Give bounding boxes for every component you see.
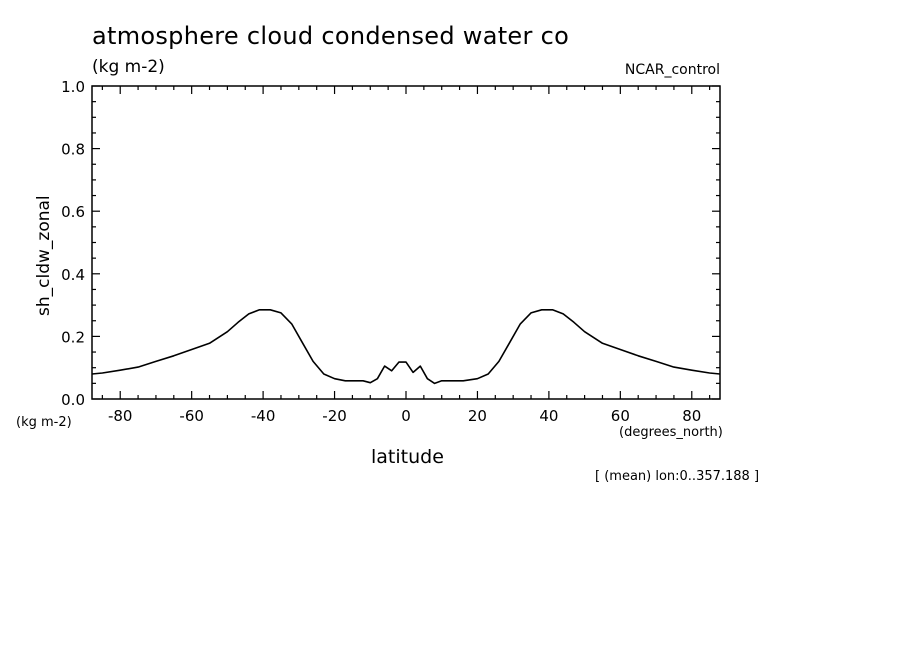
x-tick-label: 80	[682, 407, 701, 425]
x-tick-label: 60	[611, 407, 630, 425]
y-tick-label: 0.2	[61, 328, 85, 346]
x-axis-ticks: -80 -60 -40 -20 0 20 40 60 80	[101, 86, 711, 425]
y-tick-label: 0.4	[61, 266, 85, 284]
y-tick-label: 0.6	[61, 203, 85, 221]
x-tick-label: -40	[251, 407, 276, 425]
x-tick-label: -60	[179, 407, 204, 425]
y-tick-label: 1.0	[61, 78, 85, 96]
dataset-label: NCAR_control	[624, 62, 720, 78]
x-tick-label: -80	[108, 407, 133, 425]
y-axis-ticks: 0.0 0.2 0.4 0.6 0.8 1.0	[61, 78, 720, 409]
y-axis-units: (kg m-2)	[16, 415, 72, 430]
x-tick-label: 40	[539, 407, 558, 425]
x-axis-units: (degrees_north)	[619, 425, 723, 440]
x-tick-label: 20	[468, 407, 487, 425]
x-tick-label: -20	[322, 407, 347, 425]
chart-units-label: (kg m-2)	[92, 57, 165, 77]
averaging-footnote: [ (mean) lon:0..357.188 ]	[595, 469, 760, 484]
chart-title: atmosphere cloud condensed water co	[92, 22, 570, 50]
data-series-line	[91, 309, 721, 385]
x-axis-label: latitude	[371, 446, 444, 468]
x-tick-label: 0	[401, 407, 411, 425]
y-tick-label: 0.0	[61, 391, 85, 409]
y-tick-label: 0.8	[61, 141, 85, 159]
